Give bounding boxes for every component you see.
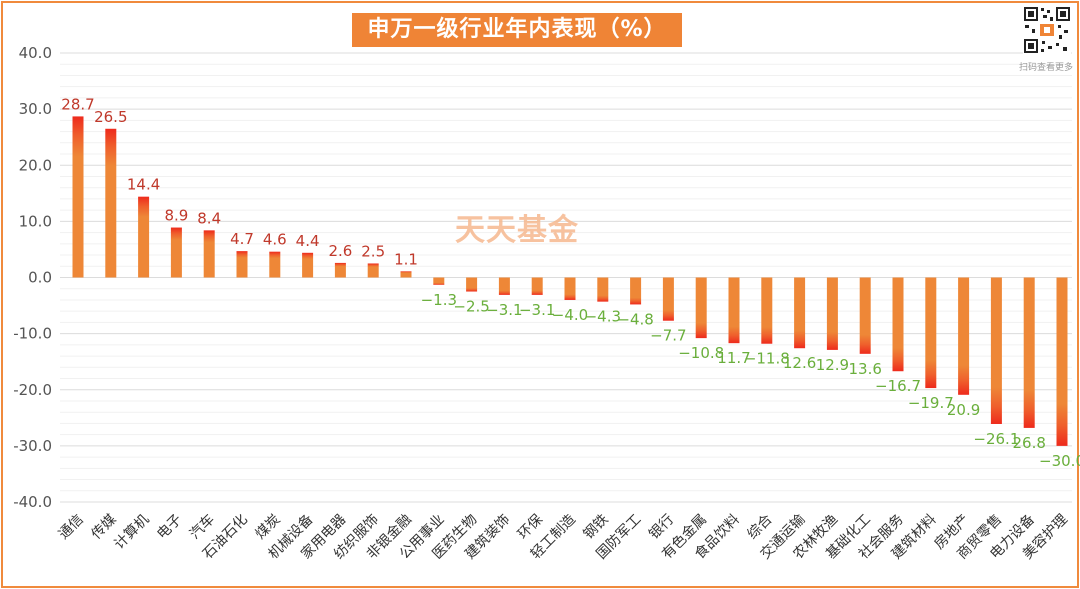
y-tick-label: 10.0	[19, 212, 52, 230]
bar	[269, 251, 281, 278]
bar	[728, 277, 740, 344]
data-label: 4.7	[230, 230, 254, 248]
data-labels: 28.726.5 14.48.9 8.4 4.7 4.6 4.4 2.6 2.5 1.1 −1.3…	[61, 95, 1080, 469]
qr-caption: 扫码查看更多	[1018, 63, 1073, 73]
data-label: 26.5	[94, 108, 127, 126]
chart-title: 申万一级行业年内表现（%）	[352, 13, 682, 47]
bar	[826, 277, 838, 350]
bar	[925, 277, 937, 389]
bar	[302, 252, 314, 278]
data-label: −3.1	[519, 301, 555, 319]
bar	[466, 277, 478, 292]
data-label: 14.4	[127, 176, 160, 194]
data-label: 13.6	[848, 360, 881, 378]
data-label: −30.0	[1039, 452, 1080, 470]
data-label: −11.8	[744, 350, 790, 368]
data-label: 4.6	[263, 231, 287, 249]
bar	[1023, 277, 1035, 428]
bar	[630, 277, 642, 305]
data-label: 20.9	[947, 401, 980, 419]
bar	[597, 277, 609, 302]
bar	[170, 227, 182, 278]
watermark-text: 天天基金	[455, 213, 579, 248]
data-label: 11.7	[717, 349, 750, 367]
data-label: −4.8	[617, 310, 653, 328]
data-label: −26.1	[973, 430, 1019, 448]
data-label: 12.9	[816, 356, 849, 374]
data-label: 8.9	[164, 207, 188, 225]
bar	[531, 277, 543, 295]
bar	[761, 277, 773, 344]
data-label: 1.1	[394, 250, 418, 268]
qr-code-icon[interactable]	[1023, 6, 1071, 54]
bar	[203, 230, 215, 278]
y-tick-label: 40.0	[19, 44, 52, 62]
bar	[498, 277, 510, 295]
data-label: −1.3	[421, 291, 457, 309]
y-tick-label: -40.0	[13, 493, 52, 511]
bar	[334, 262, 346, 278]
bar	[400, 271, 412, 278]
x-tick-label: 通信	[56, 512, 87, 543]
data-label: −4.3	[585, 308, 621, 326]
data-label: 4.4	[296, 232, 320, 250]
bar	[892, 277, 904, 372]
data-label: 12.6	[783, 354, 816, 372]
bar	[662, 277, 674, 321]
data-label: 8.4	[197, 209, 221, 227]
bar	[105, 128, 117, 278]
data-label: 26.8	[1012, 434, 1045, 452]
data-label: 2.6	[328, 242, 352, 260]
data-label: −19.7	[908, 394, 954, 412]
y-axis-ticks: 40.0 30.0 20.0 10.0 0.0 -10.0 -20.0 -30.0 -40.0	[13, 44, 52, 511]
bar	[138, 196, 150, 278]
y-tick-label: 30.0	[19, 100, 52, 118]
bar	[236, 251, 248, 278]
data-label: −2.5	[453, 298, 489, 316]
data-label: −10.8	[678, 344, 724, 362]
bar	[958, 277, 970, 395]
bar	[433, 277, 445, 285]
bar	[564, 277, 576, 300]
y-tick-label: -10.0	[13, 325, 52, 343]
x-tick-label: 电子	[154, 512, 185, 543]
y-tick-label: 0.0	[28, 269, 52, 287]
y-tick-label: 20.0	[19, 156, 52, 174]
data-label: −7.7	[650, 327, 686, 345]
bar	[695, 277, 707, 339]
data-label: 2.5	[361, 242, 385, 260]
data-label: −3.1	[486, 301, 522, 319]
bar	[990, 277, 1002, 424]
bar	[367, 263, 379, 278]
bar	[794, 277, 806, 349]
data-label: −16.7	[875, 377, 921, 395]
y-tick-label: -20.0	[13, 381, 52, 399]
x-tick-label: 计算机	[111, 512, 152, 553]
y-tick-label: -30.0	[13, 437, 52, 455]
bar	[1056, 277, 1068, 446]
data-label: 28.7	[61, 95, 94, 113]
gridlines	[60, 52, 1072, 503]
data-label: −4.0	[552, 306, 588, 324]
bar	[72, 116, 84, 278]
bar	[859, 277, 871, 354]
bars	[72, 116, 1068, 446]
